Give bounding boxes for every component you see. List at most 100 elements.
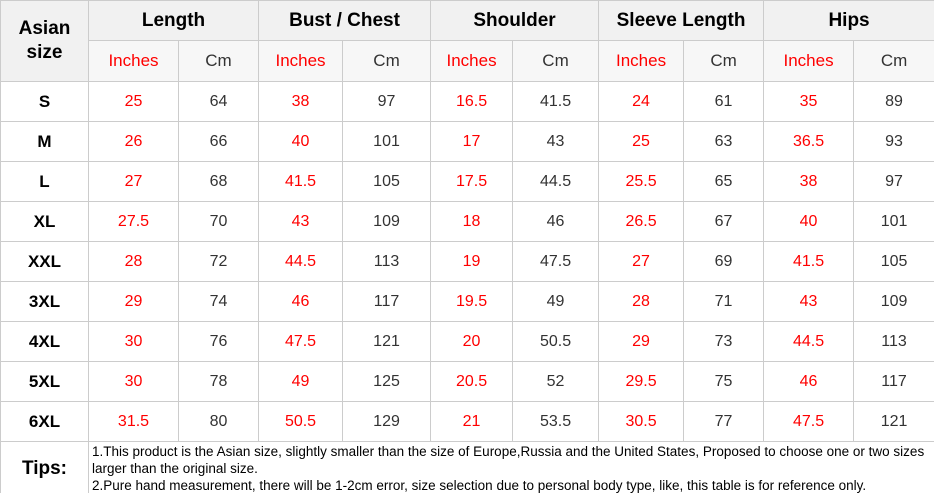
inches-value-cell: 28 (88, 241, 179, 282)
inches-value-cell: 38 (763, 161, 855, 202)
inches-value-cell: 27.5 (88, 201, 179, 242)
inches-value-cell: 43 (258, 201, 344, 242)
size-row-xl: XL 27.5 70 43 109 18 46 26.5 67 40 101 (0, 201, 934, 242)
inches-unit-header: Inches (598, 40, 685, 82)
inches-value-cell: 49 (258, 361, 344, 402)
cm-value-cell: 113 (342, 241, 432, 282)
cm-value-cell: 52 (512, 361, 600, 402)
cm-value-cell: 117 (342, 281, 432, 322)
cm-value-cell: 67 (683, 201, 765, 242)
cm-value-cell: 46 (512, 201, 600, 242)
cm-value-cell: 72 (177, 241, 260, 282)
inches-value-cell: 30 (88, 361, 179, 402)
size-label: XXL (0, 241, 89, 282)
cm-value-cell: 49 (512, 281, 600, 322)
size-row-m: M 26 66 40 101 17 43 25 63 36.5 93 (0, 121, 934, 162)
tips-line-2: 2.Pure hand measurement, there will be 1… (92, 478, 867, 493)
cm-value-cell: 70 (177, 201, 260, 242)
cm-value-cell: 121 (342, 321, 432, 362)
inches-value-cell: 44.5 (258, 241, 344, 282)
inches-unit-header: Inches (258, 40, 344, 82)
size-label: 5XL (0, 361, 89, 402)
cm-value-cell: 69 (683, 241, 765, 282)
size-row-xxl: XXL 28 72 44.5 113 19 47.5 27 69 41.5 105 (0, 241, 934, 282)
inches-unit-header: Inches (88, 40, 179, 82)
size-label: 3XL (0, 281, 89, 322)
inches-value-cell: 47.5 (763, 401, 855, 442)
cm-unit-header: Cm (342, 40, 432, 82)
cm-value-cell: 93 (853, 121, 934, 162)
cm-value-cell: 75 (683, 361, 765, 402)
inches-value-cell: 31.5 (88, 401, 179, 442)
size-label: 4XL (0, 321, 89, 362)
size-label: L (0, 161, 89, 202)
inches-value-cell: 40 (258, 121, 344, 162)
size-label: M (0, 121, 89, 162)
inches-value-cell: 25 (88, 81, 179, 122)
cm-value-cell: 117 (853, 361, 934, 402)
inches-value-cell: 29 (88, 281, 179, 322)
inches-value-cell: 27 (598, 241, 685, 282)
inches-value-cell: 24 (598, 81, 685, 122)
cm-value-cell: 121 (853, 401, 934, 442)
cm-value-cell: 77 (683, 401, 765, 442)
inches-value-cell: 19.5 (430, 281, 514, 322)
size-row-l: L 27 68 41.5 105 17.5 44.5 25.5 65 38 97 (0, 161, 934, 202)
inches-value-cell: 35 (763, 81, 855, 122)
inches-value-cell: 25.5 (598, 161, 685, 202)
group-header-length: Length (87, 0, 260, 41)
size-row-6xl: 6XL 31.5 80 50.5 129 21 53.5 30.5 77 47.5 121 (0, 401, 934, 442)
cm-value-cell: 101 (342, 121, 432, 162)
inches-value-cell: 18 (430, 201, 514, 242)
cm-value-cell: 68 (177, 161, 260, 202)
size-table-body: S 25 64 38 97 16.5 41.5 24 61 35 89 M 26 66 40 101 17 43 2… (0, 81, 934, 442)
inches-value-cell: 43 (763, 281, 855, 322)
cm-value-cell: 41.5 (512, 81, 600, 122)
tips-row: Tips: 1.This product is the Asian size, … (0, 441, 934, 493)
cm-value-cell: 65 (683, 161, 765, 202)
group-header-sleeve-length: Sleeve Length (598, 0, 765, 41)
cm-value-cell: 97 (853, 161, 934, 202)
inches-value-cell: 44.5 (763, 321, 855, 362)
size-row-3xl: 3XL 29 74 46 117 19.5 49 28 71 43 109 (0, 281, 934, 322)
cm-value-cell: 43 (512, 121, 600, 162)
inches-value-cell: 25 (598, 121, 685, 162)
inches-value-cell: 20.5 (430, 361, 514, 402)
cm-value-cell: 71 (683, 281, 765, 322)
inches-value-cell: 41.5 (258, 161, 344, 202)
cm-value-cell: 109 (342, 201, 432, 242)
inches-value-cell: 26 (88, 121, 179, 162)
inches-value-cell: 46 (258, 281, 344, 322)
cm-value-cell: 74 (177, 281, 260, 322)
cm-value-cell: 64 (177, 81, 260, 122)
cm-unit-header: Cm (683, 40, 765, 82)
cm-value-cell: 109 (853, 281, 934, 322)
tips-content: 1.This product is the Asian size, slight… (87, 441, 934, 493)
cm-unit-header: Cm (177, 40, 260, 82)
inches-value-cell: 47.5 (258, 321, 344, 362)
inches-unit-header: Inches (430, 40, 514, 82)
size-row-5xl: 5XL 30 78 49 125 20.5 52 29.5 75 46 117 (0, 361, 934, 402)
cm-value-cell: 105 (342, 161, 432, 202)
inches-value-cell: 30.5 (598, 401, 685, 442)
inches-value-cell: 46 (763, 361, 855, 402)
cm-value-cell: 101 (853, 201, 934, 242)
cm-unit-header: Cm (512, 40, 600, 82)
cm-value-cell: 44.5 (512, 161, 600, 202)
cm-value-cell: 47.5 (512, 241, 600, 282)
inches-unit-header: Inches (763, 40, 855, 82)
size-label: 6XL (0, 401, 89, 442)
cm-value-cell: 50.5 (512, 321, 600, 362)
inches-value-cell: 28 (598, 281, 685, 322)
cm-value-cell: 113 (853, 321, 934, 362)
inches-value-cell: 21 (430, 401, 514, 442)
group-header-shoulder: Shoulder (430, 0, 600, 41)
size-row-4xl: 4XL 30 76 47.5 121 20 50.5 29 73 44.5 113 (0, 321, 934, 362)
inches-value-cell: 27 (88, 161, 179, 202)
cm-value-cell: 97 (342, 81, 432, 122)
cm-value-cell: 61 (683, 81, 765, 122)
cm-value-cell: 53.5 (512, 401, 600, 442)
cm-value-cell: 76 (177, 321, 260, 362)
inches-value-cell: 29.5 (598, 361, 685, 402)
